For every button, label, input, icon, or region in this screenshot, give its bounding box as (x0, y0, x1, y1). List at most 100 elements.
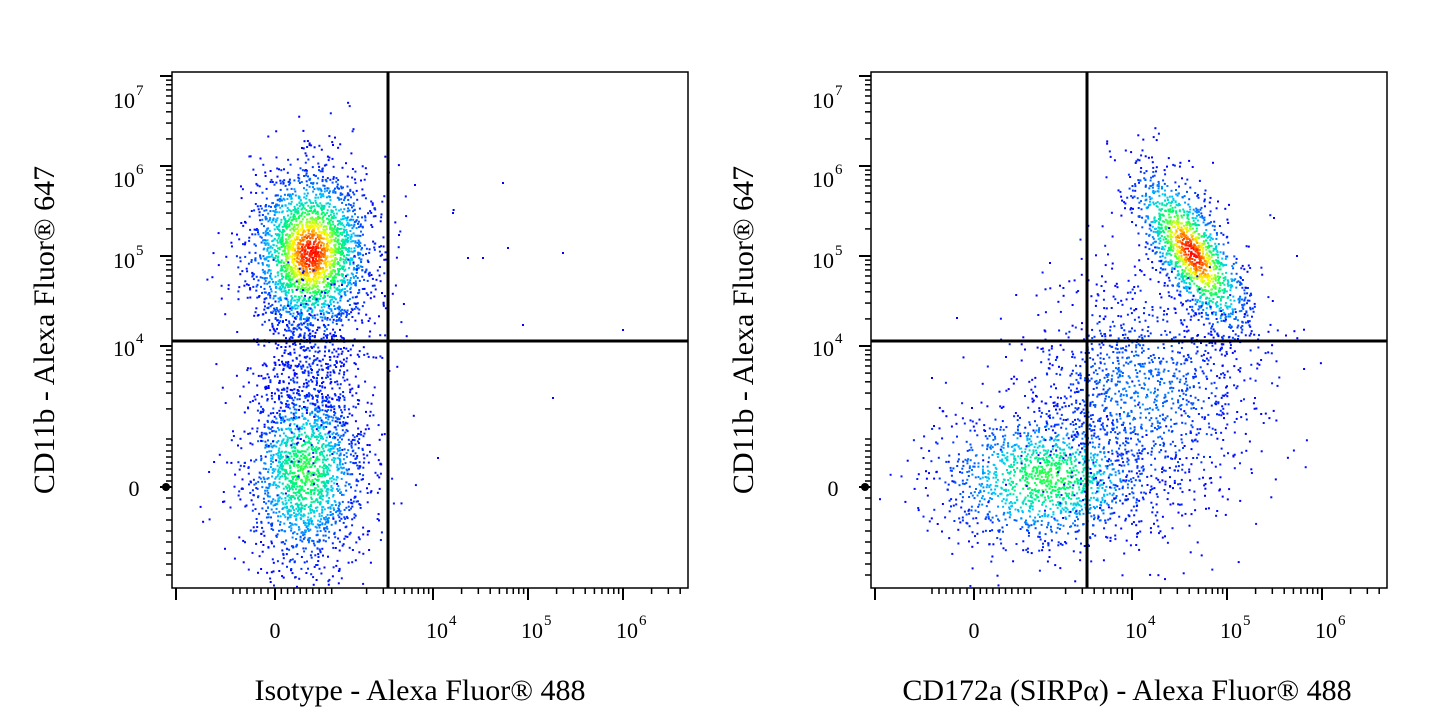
event-dot (233, 485, 236, 488)
event-dot (323, 262, 326, 265)
event-dot (318, 465, 321, 468)
event-dot (302, 270, 305, 273)
event-dot (286, 282, 289, 285)
event-dot (329, 178, 332, 181)
event-dot (302, 520, 305, 522)
event-dot (300, 302, 303, 305)
event-dot (264, 258, 267, 261)
event-dot (298, 334, 301, 337)
event-dot (380, 213, 383, 216)
event-dot (282, 438, 285, 441)
event-dot (364, 428, 367, 431)
event-dot (347, 449, 350, 452)
event-dot (298, 271, 301, 274)
event-dot (318, 368, 321, 371)
event-dot (336, 420, 339, 423)
event-dot (208, 518, 211, 521)
event-dot (355, 479, 358, 482)
event-dot (289, 452, 292, 455)
event-dot (282, 439, 285, 442)
event-dot (307, 298, 310, 301)
event-dot (310, 435, 313, 438)
event-dot (317, 291, 320, 293)
event-dot (307, 284, 310, 287)
event-dot (269, 581, 272, 583)
event-dot (274, 434, 276, 437)
event-dot (292, 392, 295, 395)
event-dot (339, 360, 342, 363)
event-dot (328, 290, 331, 293)
event-dot (307, 240, 310, 242)
event-dot (295, 236, 298, 238)
event-dot (311, 216, 314, 219)
event-dot (324, 295, 326, 298)
event-dot (271, 471, 274, 474)
event-dot (319, 503, 322, 506)
event-dot (288, 394, 291, 397)
event-dot (391, 292, 394, 295)
event-dot (274, 291, 277, 294)
event-dot (310, 445, 313, 448)
event-dot (303, 533, 306, 536)
event-dot (243, 462, 246, 464)
event-dot (300, 288, 303, 290)
event-dot (262, 476, 265, 479)
event-dot (298, 297, 301, 300)
event-dot (319, 196, 322, 199)
event-dot (306, 241, 309, 244)
event-dot (270, 540, 273, 543)
event-dot (302, 513, 305, 516)
event-dot (296, 381, 299, 384)
event-dot (237, 494, 240, 497)
event-dot (329, 287, 332, 290)
event-dot (317, 426, 320, 429)
event-dot (289, 366, 292, 369)
event-dot (324, 345, 327, 348)
event-dot (300, 268, 303, 271)
event-dot (282, 421, 285, 424)
event-dot (327, 222, 330, 225)
event-dot (321, 316, 324, 319)
event-dot (274, 477, 277, 480)
event-dot (295, 274, 298, 277)
event-dot (313, 483, 316, 486)
event-dot (322, 413, 325, 416)
event-dot (281, 468, 284, 471)
event-dot (325, 400, 328, 402)
event-dot (300, 427, 303, 430)
event-dot (357, 222, 359, 225)
event-dot (261, 276, 264, 279)
event-dot (308, 220, 311, 223)
event-dot (310, 465, 313, 468)
event-dot (285, 441, 288, 444)
event-dot (296, 298, 299, 301)
event-dot (217, 264, 220, 267)
event-dot (316, 204, 319, 207)
event-dot (371, 202, 374, 205)
event-dot (326, 394, 329, 397)
event-dot (288, 510, 291, 513)
event-dot (278, 499, 280, 502)
event-dot (354, 234, 357, 237)
event-dot (304, 262, 307, 265)
event-dot (264, 363, 267, 366)
event-dot (312, 481, 315, 484)
event-dot (366, 487, 368, 490)
event-dot (269, 412, 272, 415)
event-dot (253, 228, 256, 231)
event-dot (288, 289, 290, 292)
event-dot (303, 461, 306, 464)
event-dot (318, 221, 321, 224)
event-dot (345, 260, 348, 263)
event-dot (322, 312, 325, 315)
event-dot (383, 195, 386, 198)
event-dot (277, 519, 280, 522)
event-dot (361, 165, 364, 168)
event-dot (308, 332, 311, 335)
event-dot (280, 199, 283, 202)
event-dot (310, 444, 313, 446)
event-dot (317, 304, 320, 307)
event-dot (327, 324, 330, 326)
event-dot (300, 285, 303, 287)
event-dot (301, 496, 303, 499)
